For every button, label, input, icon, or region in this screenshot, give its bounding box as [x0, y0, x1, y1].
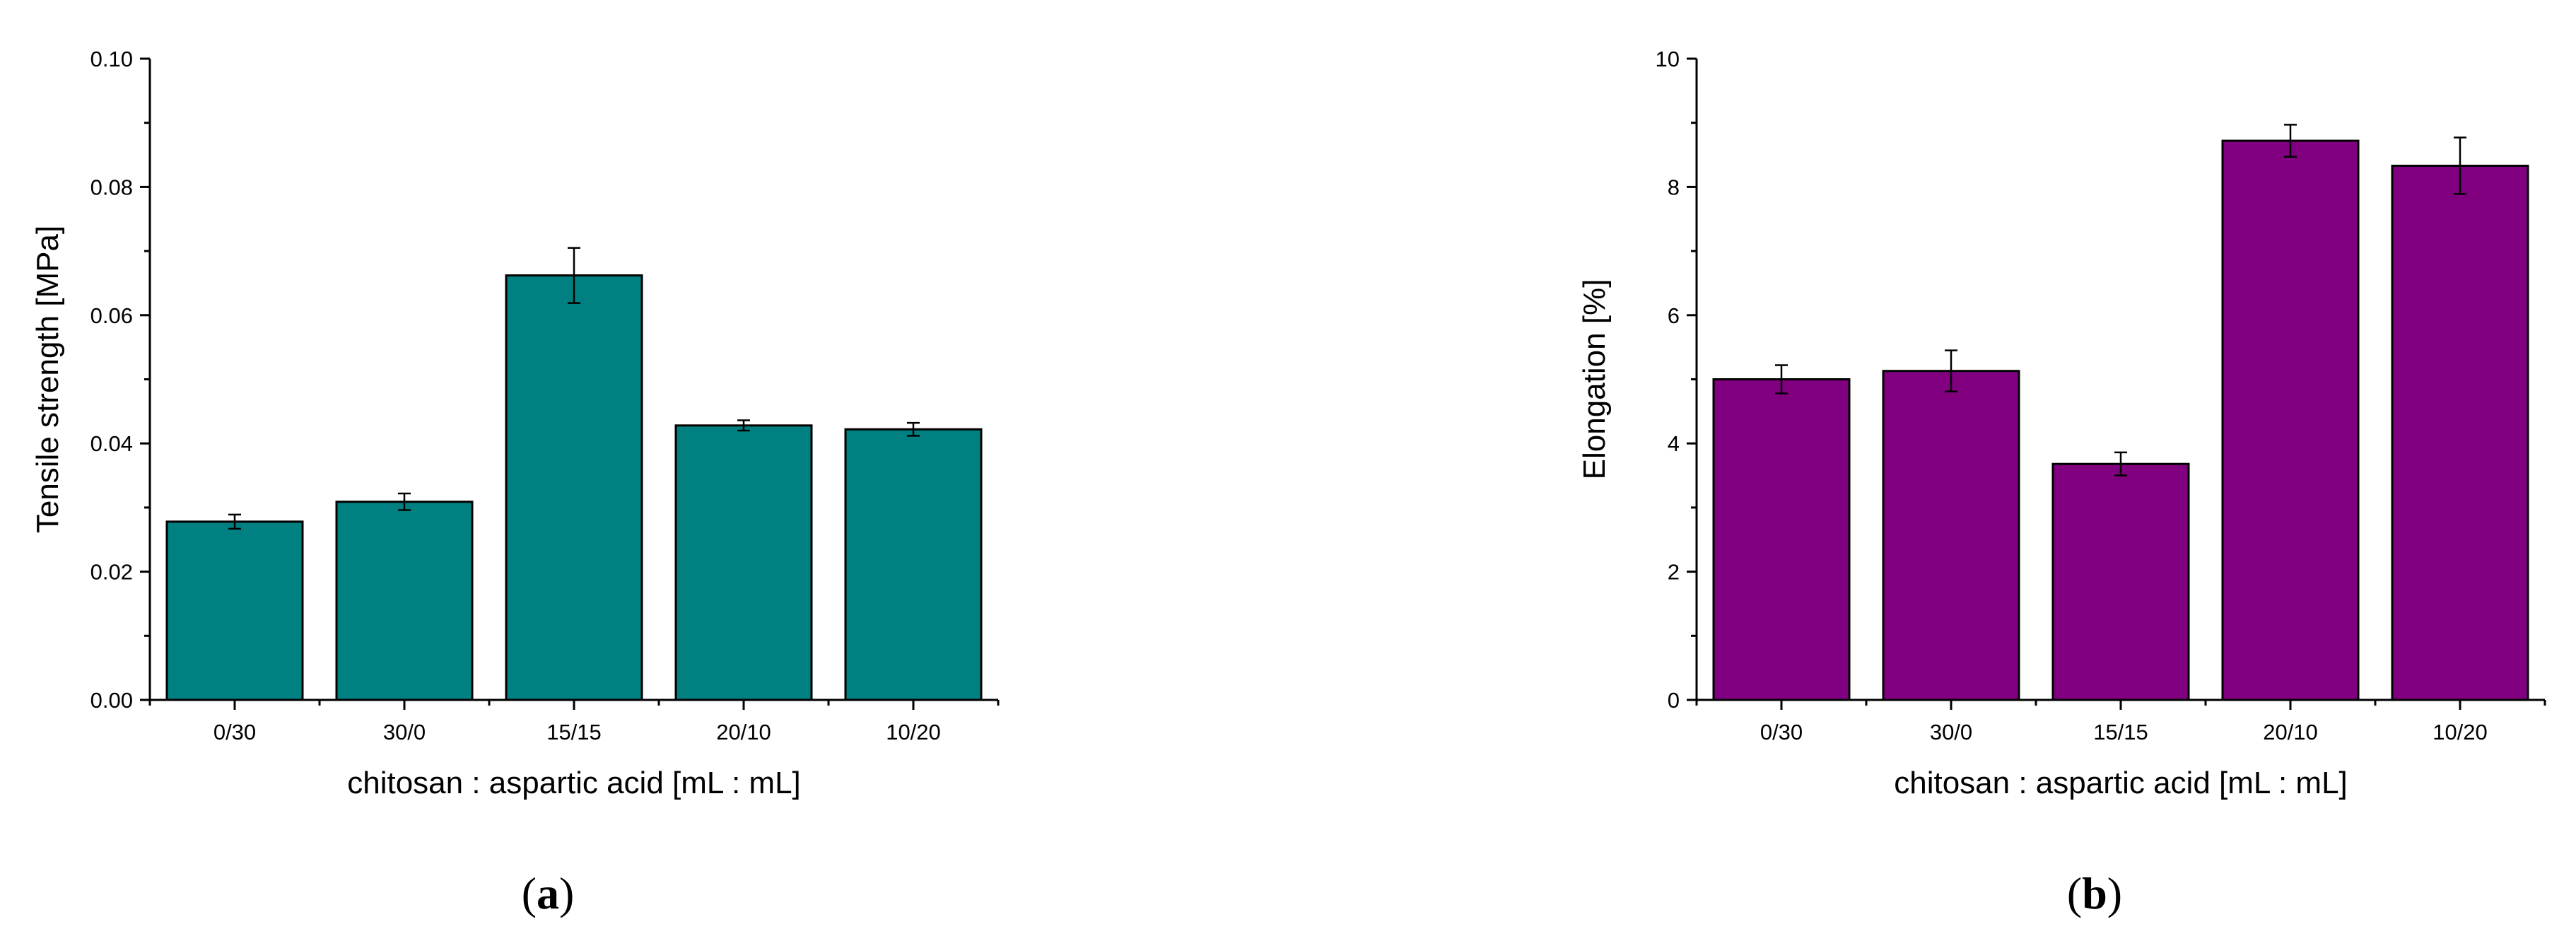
- y-tick-label: 0.06: [90, 303, 133, 328]
- y-tick-label: 2: [1668, 560, 1680, 585]
- bar-15-15: [2051, 462, 2190, 701]
- y-axis-title: Tensile strength [MPa]: [30, 226, 65, 533]
- y-tick-label: 0: [1668, 688, 1680, 713]
- bar-15-15: [505, 274, 643, 701]
- bar-20-10: [674, 424, 813, 701]
- y-axis-title: Elongation [%]: [1577, 279, 1612, 480]
- x-tick-label: 0/30: [213, 720, 256, 744]
- x-tick-label: 0/30: [1760, 720, 1803, 744]
- x-tick-label: 20/10: [2263, 720, 2318, 744]
- x-tick-label: 30/0: [1930, 720, 1972, 744]
- x-tick-label: 30/0: [383, 720, 426, 744]
- bar-30-0: [1882, 370, 2020, 701]
- y-tick-label: 0.00: [90, 688, 133, 713]
- y-tick-label: 0.08: [90, 175, 133, 199]
- y-tick-label: 0.02: [90, 560, 133, 585]
- panel-label-a: (a): [522, 868, 575, 918]
- panel-label-b: (b): [2067, 868, 2122, 918]
- x-axis-title: chitosan : aspartic acid [mL : mL]: [1894, 766, 2348, 800]
- x-tick-label: 10/20: [2432, 720, 2488, 744]
- bar-0-30: [165, 520, 304, 701]
- x-tick-label: 20/10: [716, 720, 771, 744]
- y-tick-label: 4: [1668, 431, 1680, 456]
- x-axis-title: chitosan : aspartic acid [mL : mL]: [347, 766, 801, 800]
- chart-panel-b: 0 2 4 6 8 10 0/30 30/0 15/15 20/10 10/20 chitosan :…: [1577, 47, 2546, 800]
- x-tick-label: 15/15: [546, 720, 602, 744]
- y-tick-label: 0.10: [90, 47, 133, 71]
- bar-0-30: [1712, 378, 1851, 701]
- y-tick-label: 6: [1668, 303, 1680, 328]
- chart-panel-a: 0.00 0.02 0.04 0.06 0.08 0.10 0/30 30/0 15/15 20/…: [30, 47, 1000, 800]
- x-tick-label: 15/15: [2093, 720, 2148, 744]
- y-tick-label: 8: [1668, 175, 1680, 199]
- bar-10-20: [2391, 164, 2529, 701]
- y-tick-label: 0.04: [90, 431, 133, 456]
- x-tick-label: 10/20: [886, 720, 941, 744]
- bar-10-20: [844, 428, 983, 701]
- bar-20-10: [2221, 139, 2360, 701]
- bar-30-0: [335, 501, 474, 701]
- y-tick-label: 10: [1656, 47, 1680, 71]
